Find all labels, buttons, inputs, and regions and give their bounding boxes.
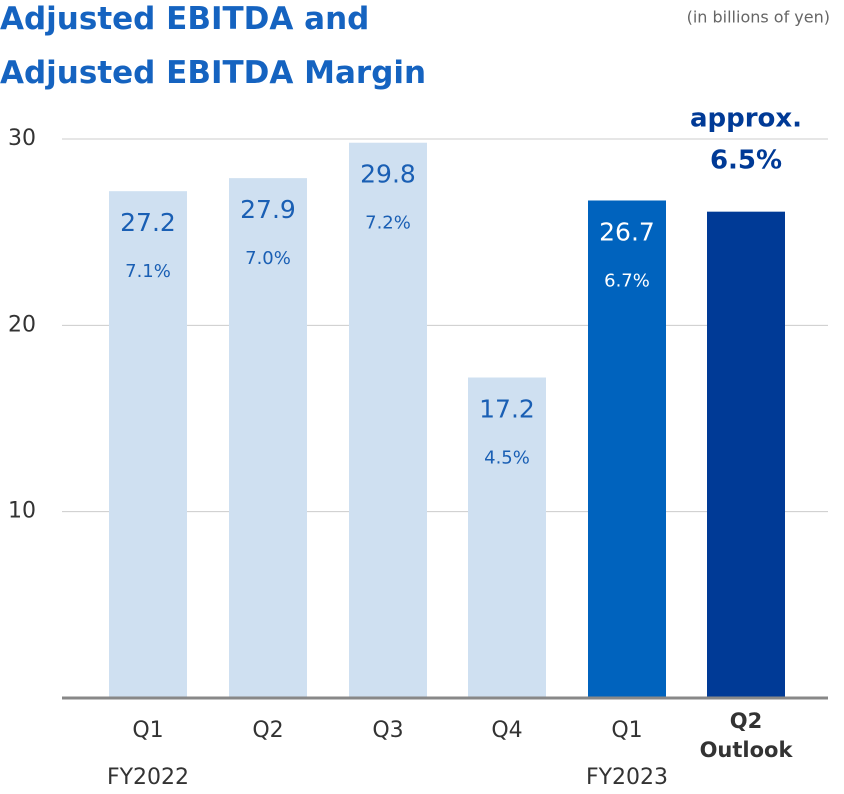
x-tick-label: Q1 xyxy=(132,718,163,743)
margin-label: approx. 6.5% xyxy=(690,103,802,175)
x-tick-label: Q4 xyxy=(491,718,522,743)
y-tick-label: 20 xyxy=(8,312,36,337)
chart-title: Adjusted EBITDA and Adjusted EBITDA Margi… xyxy=(0,1,426,91)
value-label: 29.8 xyxy=(360,160,416,189)
group-label: FY2023 xyxy=(586,765,668,790)
bar xyxy=(229,178,307,698)
value-label: 27.9 xyxy=(240,195,296,224)
y-tick-label: 10 xyxy=(8,499,36,524)
bar xyxy=(707,211,785,699)
bar xyxy=(109,191,187,698)
x-tick-label: Q1 xyxy=(611,718,642,743)
margin-label: 4.5% xyxy=(484,448,530,469)
margin-label: 7.0% xyxy=(245,248,291,269)
bar xyxy=(468,377,546,698)
chart-subtitle: (in billions of yen) xyxy=(687,8,830,27)
bar xyxy=(349,142,427,698)
margin-label: 6.7% xyxy=(604,270,650,291)
value-label: 27.2 xyxy=(120,208,176,237)
margin-label: 7.2% xyxy=(365,213,411,234)
margin-label: 7.1% xyxy=(125,261,171,282)
x-tick-label: Q2 Outlook xyxy=(700,709,794,762)
x-tick-label: Q2 xyxy=(252,718,283,743)
bar xyxy=(588,200,666,699)
group-label: FY2022 xyxy=(107,765,189,790)
x-tick-label: Q3 xyxy=(372,718,403,743)
value-label: 26.7 xyxy=(599,217,655,246)
y-tick-label: 30 xyxy=(8,126,36,151)
value-label: 17.2 xyxy=(479,395,535,424)
